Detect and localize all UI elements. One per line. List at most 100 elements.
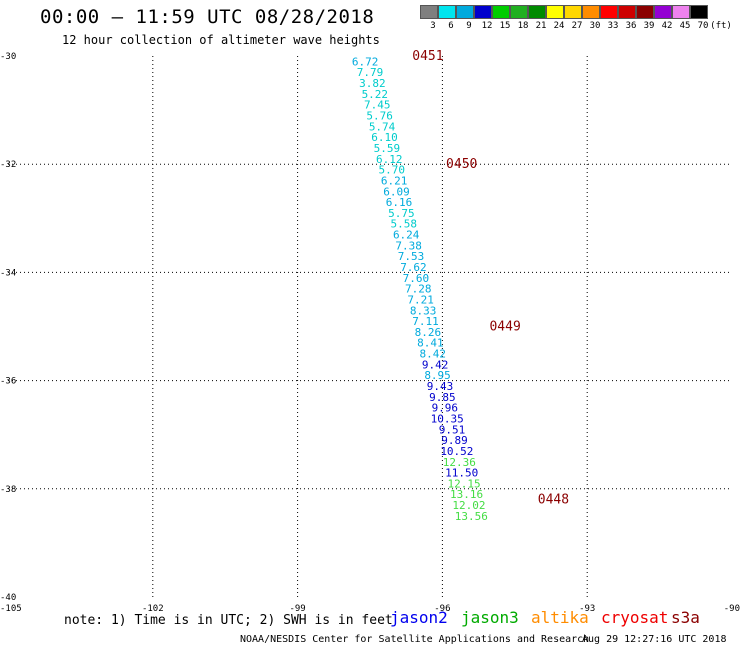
data-point-label: 8.42 xyxy=(419,348,446,361)
data-point-label: 7.28 xyxy=(405,283,432,296)
satellite-label-jason3: jason3 xyxy=(461,608,519,627)
time-label: 0449 xyxy=(489,320,520,335)
data-point-label: 5.74 xyxy=(369,120,396,133)
legend-label: 36 xyxy=(625,21,637,31)
legend-swatch xyxy=(672,5,690,19)
x-tick-label: -105 xyxy=(0,604,22,614)
data-point-label: 7.62 xyxy=(400,261,427,274)
legend-swatch xyxy=(564,5,582,19)
x-tick-label: -99 xyxy=(289,604,305,614)
y-tick-label: -38 xyxy=(0,485,16,495)
legend-swatch xyxy=(528,5,546,19)
legend-label: 39 xyxy=(643,21,655,31)
data-point-label: 5.70 xyxy=(378,164,405,177)
data-point-label: 9.89 xyxy=(441,434,468,447)
y-tick-label: -36 xyxy=(0,377,16,387)
chart-subtitle: 12 hour collection of altimeter wave hei… xyxy=(62,33,380,47)
legend-swatch xyxy=(456,5,474,19)
y-tick-label: -32 xyxy=(0,160,16,170)
legend-label: 30 xyxy=(589,21,601,31)
data-point-label: 8.33 xyxy=(410,304,437,317)
legend-swatch xyxy=(654,5,672,19)
legend-label: 12 xyxy=(481,21,493,31)
legend-swatch xyxy=(510,5,528,19)
legend-unit: (ft) xyxy=(710,21,732,31)
data-point-label: 12.02 xyxy=(452,499,485,512)
data-point-label: 9.42 xyxy=(422,358,449,371)
data-point-label: 9.85 xyxy=(429,391,456,404)
time-label: 0450 xyxy=(446,157,477,172)
data-point-label: 8.95 xyxy=(424,369,451,382)
legend-label: 45 xyxy=(679,21,691,31)
legend-label: 15 xyxy=(499,21,511,31)
footer-note: note: 1) Time is in UTC; 2) SWH is in fe… xyxy=(64,613,393,628)
x-tick-label: -102 xyxy=(142,604,164,614)
data-point-label: 6.16 xyxy=(386,196,413,209)
y-tick-label: -34 xyxy=(0,268,16,278)
legend-swatch xyxy=(546,5,564,19)
x-tick-label: -90 xyxy=(724,604,740,614)
data-point-label: 9.96 xyxy=(432,402,459,415)
legend-label: 27 xyxy=(571,21,583,31)
chart-title: 00:00 — 11:59 UTC 08/28/2018 xyxy=(40,6,375,28)
x-tick-label: -93 xyxy=(579,604,595,614)
legend-swatch xyxy=(690,5,708,19)
data-point-label: 5.76 xyxy=(366,110,393,123)
y-tick-label: -30 xyxy=(0,52,16,62)
legend-swatch xyxy=(600,5,618,19)
data-point-label: 6.72 xyxy=(352,55,379,68)
data-point-label: 6.09 xyxy=(383,185,410,198)
data-point-label: 12.15 xyxy=(448,477,481,490)
legend-label: 42 xyxy=(661,21,673,31)
satellite-label-jason2: jason2 xyxy=(390,608,448,627)
data-point-label: 5.58 xyxy=(391,218,418,231)
legend-swatch xyxy=(420,5,438,19)
data-point-label: 9.43 xyxy=(427,380,454,393)
data-point-label: 3.82 xyxy=(359,77,386,90)
data-point-label: 9.51 xyxy=(439,423,466,436)
legend-swatch xyxy=(582,5,600,19)
y-tick-label: -40 xyxy=(0,593,16,603)
legend-swatch xyxy=(474,5,492,19)
data-point-label: 6.21 xyxy=(381,174,408,187)
data-point-label: 5.75 xyxy=(388,207,415,220)
data-point-label: 7.38 xyxy=(395,239,422,252)
data-point-label: 7.53 xyxy=(398,250,425,263)
satellite-label-altika: altika xyxy=(531,608,589,627)
legend-label: 18 xyxy=(517,21,529,31)
data-point-label: 5.22 xyxy=(362,88,389,101)
generated-timestamp: Aug 29 12:27:16 UTC 2018 xyxy=(582,634,727,645)
legend-label: 6 xyxy=(448,21,454,31)
data-point-label: 8.26 xyxy=(415,326,442,339)
data-point-label: 10.35 xyxy=(431,412,464,425)
legend-swatch xyxy=(438,5,456,19)
data-point-label: 6.10 xyxy=(371,131,398,144)
data-point-label: 5.59 xyxy=(374,142,401,155)
time-label: 0451 xyxy=(412,49,443,64)
data-point-label: 7.79 xyxy=(357,66,384,79)
data-point-label: 13.16 xyxy=(450,488,483,501)
legend-swatch xyxy=(636,5,654,19)
legend-label: 33 xyxy=(607,21,619,31)
satellite-label-cryosat: cryosat xyxy=(601,608,669,627)
legend-label: 9 xyxy=(466,21,472,31)
data-point-label: 13.56 xyxy=(455,510,488,523)
data-point-label: 8.41 xyxy=(417,337,444,350)
legend-label: 24 xyxy=(553,21,565,31)
data-point-label: 12.36 xyxy=(443,456,476,469)
data-point-label: 7.60 xyxy=(403,272,430,285)
legend-label: 21 xyxy=(535,21,547,31)
legend-label: 3 xyxy=(430,21,436,31)
data-point-label: 11.50 xyxy=(445,467,478,480)
data-point-label: 6.12 xyxy=(376,153,403,166)
legend-swatch xyxy=(618,5,636,19)
data-point-label: 7.45 xyxy=(364,99,391,112)
data-point-label: 10.52 xyxy=(440,445,473,458)
legend-label: 70 xyxy=(697,21,709,31)
x-tick-label: -96 xyxy=(434,604,450,614)
data-point-label: 7.11 xyxy=(412,315,439,328)
time-label: 0448 xyxy=(538,493,569,508)
data-point-label: 7.21 xyxy=(407,293,434,306)
satellite-label-s3a: s3a xyxy=(671,608,700,627)
